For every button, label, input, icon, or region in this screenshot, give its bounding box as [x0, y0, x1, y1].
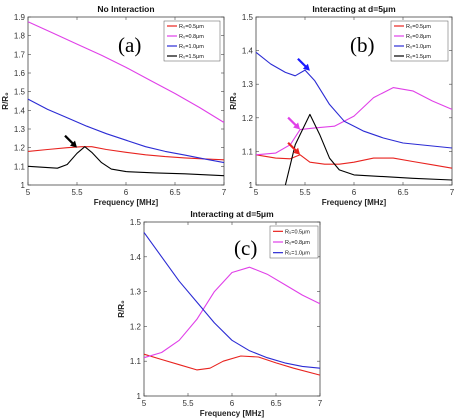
x-tick-label: 6 — [230, 399, 235, 408]
y-tick-label: 1.4 — [130, 253, 142, 262]
x-tick-label: 5 — [142, 399, 147, 408]
x-tick-label: 6.5 — [397, 188, 409, 197]
series-line-4 — [284, 113, 453, 186]
chart-panel-2: 5 5.5 6 6.5 7 1 1.1 1.2 1.3 1.4 1.5 Frequency [MHz]… — [229, 4, 455, 207]
series-line-1 — [143, 353, 321, 376]
legend-entry: R₀=0.5μm — [179, 24, 204, 30]
x-axis-label: Frequency [MHz] — [200, 409, 265, 418]
x-tick-label: 7 — [222, 188, 227, 197]
y-tick-label: 1.8 — [14, 32, 26, 41]
y-tick-label: 1.9 — [14, 13, 26, 22]
y-tick-label: 1.6 — [14, 69, 26, 78]
legend-entry: R₀=0.8μm — [179, 34, 204, 40]
series-line-3 — [27, 98, 225, 164]
legend-entry: R₀=0.8μm — [285, 240, 310, 246]
series-line-2 — [143, 266, 321, 359]
y-tick-label: 1.1 — [14, 162, 26, 171]
series-line-2 — [27, 21, 225, 123]
panel-label: (b) — [350, 33, 375, 57]
y-tick-label: 1.2 — [242, 114, 254, 123]
x-tick-label: 5.5 — [71, 188, 83, 197]
chart-title: Interacting at d=5μm — [190, 209, 274, 219]
y-axis-label: R/R₀ — [1, 92, 10, 110]
y-tick-label: 1.5 — [14, 88, 26, 97]
series-line-3 — [255, 51, 453, 149]
y-tick-label: 1.2 — [14, 144, 26, 153]
x-tick-label: 7 — [450, 188, 455, 197]
y-tick-label: 1.4 — [242, 47, 254, 56]
chart-panel-3: 5 5.5 6 6.5 7 1 1.1 1.2 1.3 1.4 1.5 Frequency [MHz]… — [117, 209, 323, 418]
y-tick-label: 1.1 — [242, 147, 254, 156]
chart-title: Interacting at d=5μm — [312, 4, 396, 14]
panel-label: (c) — [234, 236, 257, 260]
legend-entry: R₀=1.0μm — [406, 44, 431, 50]
legend-box — [163, 20, 221, 62]
y-tick-label: 1.3 — [130, 288, 142, 297]
x-tick-label: 5.5 — [299, 188, 311, 197]
chart-title: No Interaction — [97, 4, 154, 14]
x-tick-label: 7 — [318, 399, 323, 408]
legend-entry: R₀=1.0μm — [179, 44, 204, 50]
legend-entry: R₀=0.5μm — [406, 24, 431, 30]
legend-box — [390, 20, 449, 62]
y-tick-label: 1.3 — [242, 80, 254, 89]
annotation-arrow-head — [293, 122, 301, 130]
y-axis-label: R/R₀ — [229, 92, 238, 110]
legend-entry: R₀=1.0μm — [285, 251, 310, 257]
y-tick-label: 1.3 — [14, 125, 26, 134]
x-axis-label: Frequency [MHz] — [322, 198, 387, 207]
x-tick-label: 5 — [254, 188, 259, 197]
x-tick-label: 5.5 — [182, 399, 194, 408]
y-tick-label: 1.1 — [130, 357, 142, 366]
x-axis-label: Frequency [MHz] — [94, 198, 159, 207]
series-line-4 — [27, 146, 225, 177]
series-line-3 — [143, 232, 321, 369]
y-tick-label: 1 — [137, 392, 142, 401]
legend-entry: R₀=0.8μm — [406, 34, 431, 40]
y-tick-label: 1 — [249, 181, 254, 190]
chart-panel-1: 5 5.5 6 6.5 7 1 1.1 1.2 1.3 1.4 1.5 1.6 1.7 1.8 1.9 Fre… — [1, 4, 227, 207]
y-tick-label: 1.4 — [14, 106, 26, 115]
series-line-1 — [255, 154, 453, 169]
annotation-arrow-head — [70, 140, 77, 148]
y-tick-label: 1.2 — [130, 322, 142, 331]
x-tick-label: 6 — [124, 188, 129, 197]
annotation-arrow-head — [293, 147, 301, 155]
y-tick-label: 1.5 — [242, 13, 254, 22]
x-tick-label: 6 — [352, 188, 357, 197]
legend-entry: R₀=1.5μm — [406, 54, 431, 60]
y-tick-label: 1.7 — [14, 50, 26, 59]
annotation-arrow-head — [302, 63, 310, 71]
legend-entry: R₀=0.5μm — [285, 229, 310, 235]
legend-entry: R₀=1.5μm — [179, 54, 204, 60]
series-line-1 — [27, 146, 225, 161]
panel-label: (a) — [118, 33, 141, 57]
x-tick-label: 5 — [26, 188, 31, 197]
y-tick-label: 1 — [21, 181, 26, 190]
x-tick-label: 6.5 — [169, 188, 181, 197]
y-tick-label: 1.5 — [130, 218, 142, 227]
y-axis-label: R/R₀ — [117, 300, 126, 318]
x-tick-label: 6.5 — [270, 399, 282, 408]
